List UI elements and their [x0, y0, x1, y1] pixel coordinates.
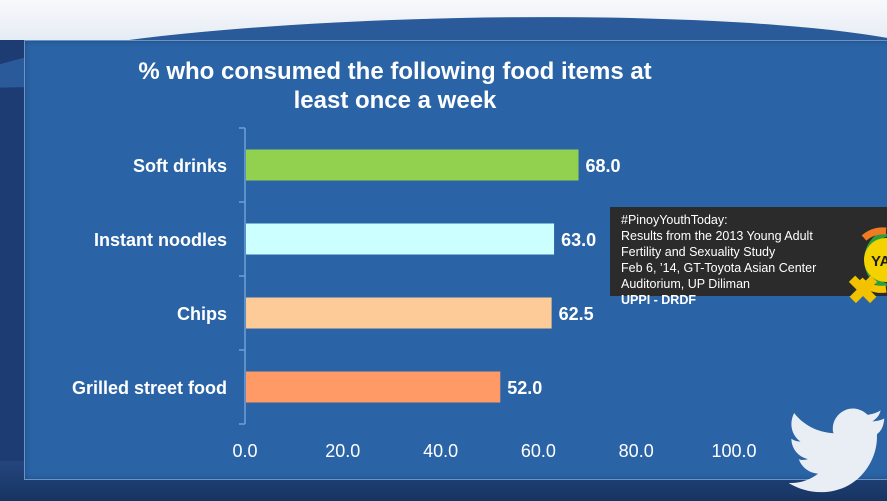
x-tick-label: 40.0	[423, 441, 458, 461]
yafs-logo-icon: YAFS	[848, 227, 887, 304]
event-line-2: Results from the 2013 Young Adult	[621, 229, 813, 243]
data-label: 52.0	[507, 378, 542, 398]
bar-1	[246, 223, 555, 255]
event-line-3: Fertility and Sexuality Study	[621, 245, 776, 259]
category-label: Grilled street food	[72, 378, 227, 398]
chart-title: % who consumed the following food items …	[138, 58, 652, 114]
data-label: 68.0	[586, 156, 621, 176]
twitter-bird-icon	[788, 408, 885, 493]
category-label: Chips	[177, 304, 227, 324]
category-label: Instant noodles	[94, 230, 227, 250]
x-tick-label: 60.0	[521, 441, 556, 461]
x-tick-label: 100.0	[711, 441, 756, 461]
bar-2	[246, 297, 552, 329]
yafs-logo-text: YAFS	[871, 253, 887, 270]
event-hashtag: #PinoyYouthToday:	[621, 213, 728, 227]
bar-3	[246, 371, 501, 403]
data-label: 63.0	[561, 230, 596, 250]
event-line-5: Auditorium, UP Diliman	[621, 277, 750, 291]
event-organizer: UPPI - DRDF	[621, 293, 696, 307]
x-tick-label: 20.0	[325, 441, 360, 461]
event-info-box: #PinoyYouthToday: Results from the 2013 …	[610, 207, 887, 307]
category-label: Soft drinks	[133, 156, 227, 176]
event-line-4: Feb 6, ’14, GT-Toyota Asian Center	[621, 261, 817, 275]
bar-0	[246, 149, 579, 181]
x-tick-label: 80.0	[619, 441, 654, 461]
x-tick-label: 0.0	[232, 441, 257, 461]
data-label: 62.5	[559, 304, 594, 324]
